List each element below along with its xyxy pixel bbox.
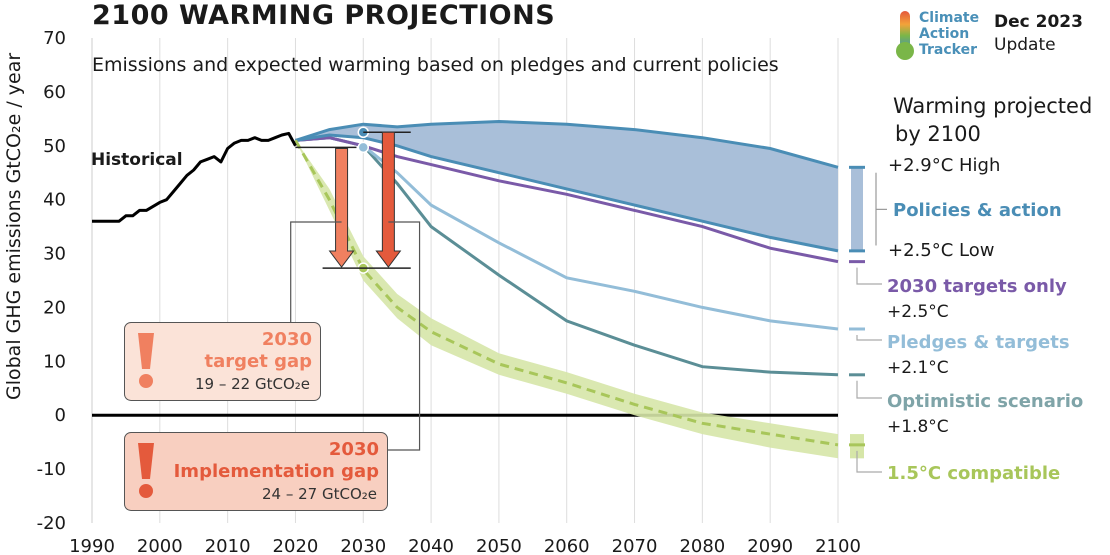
bands — [295, 121, 838, 459]
x-tick-label: 2040 — [408, 536, 454, 555]
logo-line-3: Tracker — [919, 42, 977, 58]
axis-ticks: 1990 2000 2010 2020 2030 2040 2050 2060 2070 2080… — [37, 28, 861, 555]
policies-label: Policies & action — [893, 200, 1062, 221]
optimistic-temp: +1.8°C — [887, 417, 949, 437]
compatible-band — [295, 140, 838, 459]
historical-label: Historical — [91, 150, 183, 170]
chart-title: 2100 WARMING PROJECTIONS — [92, 0, 556, 31]
exclamation-icon — [138, 443, 154, 498]
target-gap-title: 2030 target gap — [204, 329, 312, 373]
x-tick-label: 2010 — [205, 536, 251, 555]
target-gap-arrow — [328, 147, 355, 268]
marker-pledges-2030 — [357, 141, 370, 154]
y-tick-label: -20 — [37, 513, 66, 534]
pledges-label: Pledges & targets — [887, 332, 1070, 353]
target-gap-leader — [290, 221, 342, 360]
y-tick-label: -10 — [37, 459, 66, 480]
x-tick-label: 2060 — [544, 536, 590, 555]
series-lines — [92, 119, 839, 447]
policies-low-label: +2.5°C Low — [888, 240, 995, 261]
thermometer-icon — [896, 11, 914, 60]
y-tick-label: 30 — [43, 244, 66, 265]
implementation-gap-range: 24 – 27 GtCO₂e — [261, 485, 377, 503]
logo-line-1: Climate — [919, 10, 980, 26]
climate-action-tracker-logo: Climate Action Tracker — [893, 9, 1003, 61]
policies-low-line — [295, 133, 839, 253]
x-tick-label: 2100 — [815, 536, 861, 555]
legend-heading: Warming projected by 2100 — [893, 92, 1092, 148]
label-connector — [856, 267, 882, 285]
policies-band — [295, 121, 838, 251]
label-connector — [856, 335, 882, 341]
x-tick-label: 2080 — [679, 536, 725, 555]
y-tick-label: 60 — [43, 82, 66, 103]
target-gap-year: 2030 — [261, 329, 312, 350]
y-tick-label: 70 — [43, 28, 66, 49]
x-tick-label: 2090 — [747, 536, 793, 555]
y-tick-label: 20 — [43, 297, 66, 318]
compatible-line — [294, 139, 839, 447]
logo-line-2: Action — [919, 26, 970, 42]
x-tick-label: 1990 — [69, 536, 115, 555]
target-gap-label: target gap — [204, 351, 312, 372]
targets-2030-label: 2030 targets only — [887, 276, 1067, 297]
chart-subtitle: Emissions and expected warming based on … — [92, 54, 779, 76]
implementation-gap-title: 2030 Implementation gap — [174, 439, 379, 483]
y-tick-label: 50 — [43, 136, 66, 157]
annotations — [290, 126, 887, 473]
x-tick-label: 2030 — [340, 536, 386, 555]
y-tick-label: 0 — [55, 405, 66, 426]
y-axis-label: Global GHG emissions GtCO₂e / year — [3, 53, 25, 400]
pledges-temp: +2.1°C — [887, 358, 949, 378]
update-date: Dec 2023 Update — [994, 11, 1083, 57]
legend-heading-line-2: by 2100 — [895, 122, 981, 146]
legend-heading-line-1: Warming projected — [893, 94, 1093, 118]
implementation-gap-leader — [386, 221, 421, 451]
implementation-gap-label: Implementation gap — [173, 461, 379, 482]
x-tick-label: 2070 — [612, 536, 658, 555]
update-label: Update — [994, 35, 1056, 55]
targets-2030-line — [295, 136, 839, 264]
compatible-label: 1.5°C compatible — [887, 463, 1061, 484]
update-date-value: Dec 2023 — [994, 12, 1083, 32]
label-connector — [856, 380, 882, 399]
x-tick-label: 2050 — [476, 536, 522, 555]
policies-high-line — [295, 119, 839, 169]
exclamation-icon — [138, 333, 154, 388]
y-tick-label: 10 — [43, 351, 66, 372]
policies-high-label: +2.9°C High — [888, 155, 1001, 176]
historical-line — [92, 131, 297, 223]
x-tick-label: 2000 — [137, 536, 183, 555]
implementation-gap-box: 2030 Implementation gap 24 – 27 GtCO₂e — [124, 432, 388, 511]
implementation-gap-year: 2030 — [328, 439, 379, 460]
implementation-gap-arrow — [375, 131, 402, 268]
x-tick-label: 2020 — [273, 536, 319, 555]
label-connector — [856, 450, 882, 473]
targets-2030-temp: +2.5°C — [887, 302, 949, 322]
target-gap-box: 2030 target gap 19 – 22 GtCO₂e — [124, 322, 321, 401]
target-gap-range: 19 – 22 GtCO₂e — [194, 375, 310, 393]
optimistic-label: Optimistic scenario — [887, 391, 1084, 412]
y-tick-label: 40 — [43, 190, 66, 211]
